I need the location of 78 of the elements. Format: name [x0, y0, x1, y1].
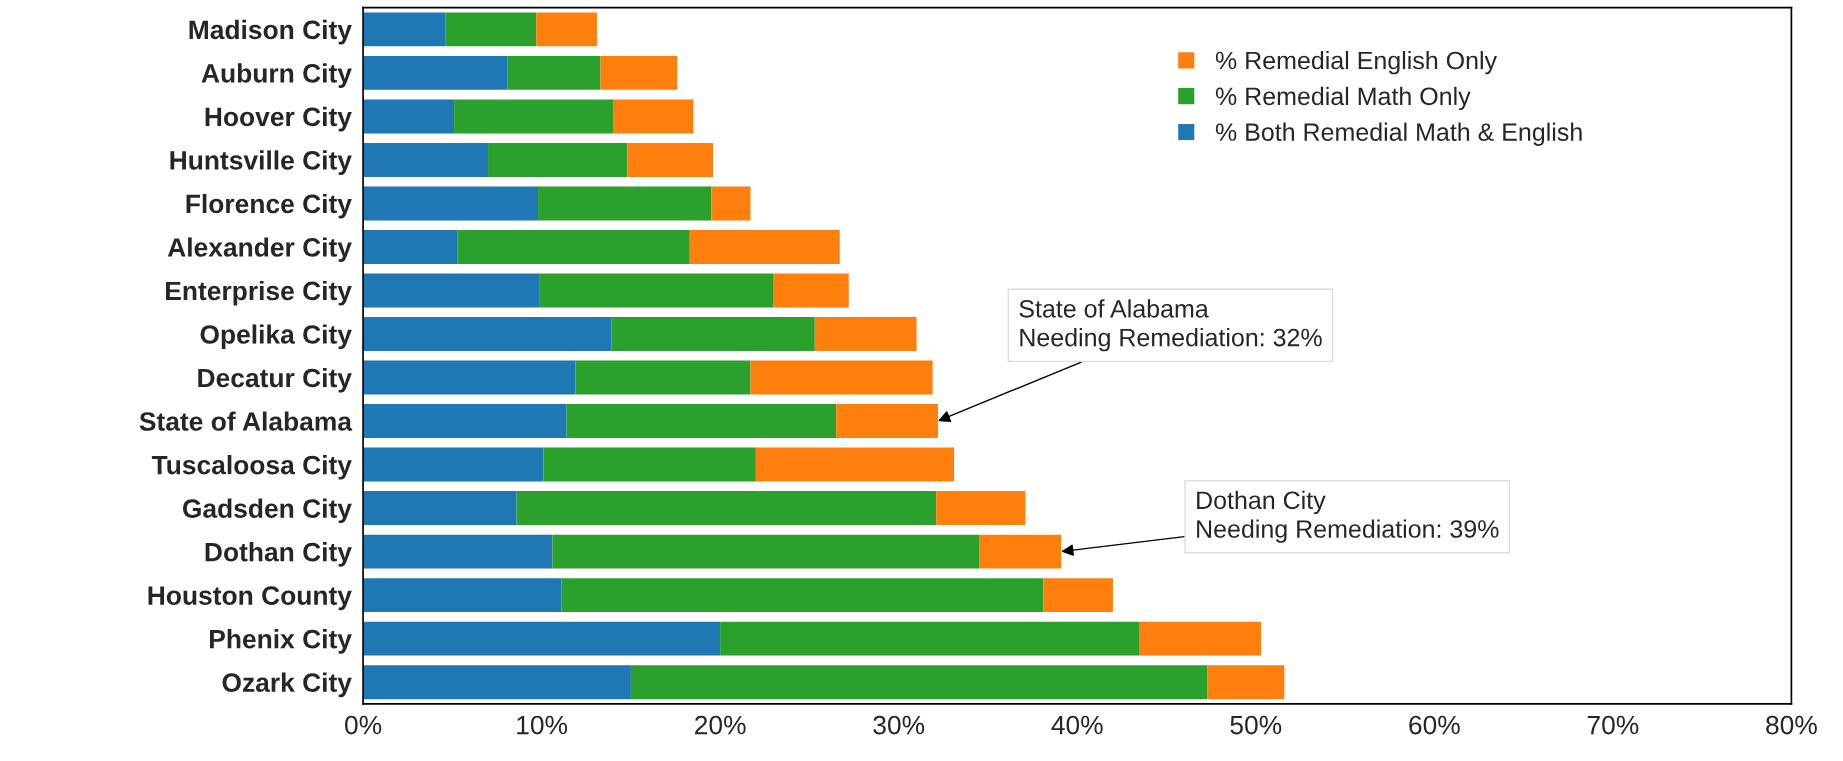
y-tick-label: State of Alabama — [139, 411, 353, 431]
bar — [936, 491, 1026, 526]
bar — [363, 317, 612, 351]
y-tick-label: Tuscaloosa City — [151, 455, 352, 480]
x-tick-label: 50% — [1230, 715, 1282, 735]
bar — [613, 99, 694, 134]
annotation: Dothan City Needing Remediation: 39% — [1197, 490, 1499, 543]
y-tick-label: Huntsville City — [170, 150, 352, 175]
bar — [363, 55, 508, 90]
bar — [539, 273, 774, 308]
bar — [755, 447, 955, 482]
y-tick-label: Florence City — [186, 193, 352, 219]
x-tick-label: 30% — [873, 715, 925, 735]
y-tick-label: Auburn City — [201, 63, 352, 88]
bar — [363, 621, 721, 656]
bar — [363, 142, 489, 177]
y-tick-label: Gadsden City — [182, 498, 352, 524]
bar — [1207, 665, 1285, 700]
x-tick-label: 80% — [1766, 715, 1817, 735]
y-tick-label: Decatur City — [198, 367, 352, 393]
bar — [363, 447, 544, 482]
bar — [1043, 578, 1113, 613]
x-tick-label: 60% — [1409, 715, 1460, 735]
x-tick-label: 0% — [345, 715, 382, 735]
bar — [627, 142, 714, 177]
bar — [1139, 621, 1262, 656]
bar — [979, 534, 1062, 569]
bar — [516, 491, 937, 526]
legend-label: % Remedial English Only — [1215, 51, 1498, 75]
bar — [363, 404, 567, 439]
y-tick-label: Houston County — [148, 586, 352, 611]
y-tick-label: Opelika City — [200, 324, 352, 350]
bar — [836, 404, 938, 439]
bar — [814, 317, 917, 351]
bar — [750, 360, 933, 395]
x-tick-label: 70% — [1587, 715, 1639, 735]
bar — [600, 55, 678, 90]
bar — [566, 404, 837, 439]
x-tick-label: 10% — [517, 715, 568, 735]
bar — [507, 55, 601, 90]
bar — [363, 273, 540, 308]
bar — [720, 621, 1140, 656]
y-tick-label: Phenix City — [210, 629, 352, 654]
bar — [611, 317, 815, 351]
bar — [689, 230, 840, 264]
bar — [363, 99, 455, 134]
bar — [552, 534, 980, 569]
bar — [363, 491, 517, 526]
y-tick-label: Alexander City — [167, 237, 352, 263]
bar — [363, 12, 446, 47]
bar — [454, 99, 614, 134]
y-tick-label: Dothan City — [205, 542, 352, 567]
bar — [538, 186, 712, 221]
bar — [630, 665, 1208, 700]
bar — [363, 578, 562, 613]
bar — [488, 142, 628, 177]
bar — [363, 534, 553, 569]
y-tick-label: Hoover City — [205, 106, 352, 132]
bar — [363, 665, 631, 700]
legend-label: % Remedial Math Only — [1215, 86, 1471, 111]
legend-label: % Both Remedial Math & English — [1215, 122, 1582, 146]
y-tick-label: Madison City — [189, 19, 352, 45]
bar — [363, 230, 458, 264]
bar — [457, 230, 690, 264]
bar — [543, 447, 756, 482]
bar — [363, 186, 539, 221]
bar — [445, 12, 537, 47]
x-tick-label: 40% — [1051, 715, 1103, 735]
bar — [711, 186, 751, 221]
bar — [773, 273, 849, 308]
x-tick-label: 20% — [695, 715, 746, 735]
annotation: State of Alabama Needing Remediation: 32% — [1019, 299, 1322, 352]
bar — [536, 12, 597, 47]
bar — [363, 360, 576, 395]
bar — [561, 578, 1044, 613]
y-tick-label: Enterprise City — [166, 280, 352, 306]
y-tick-label: Ozark City — [222, 672, 352, 698]
bar — [575, 360, 751, 395]
